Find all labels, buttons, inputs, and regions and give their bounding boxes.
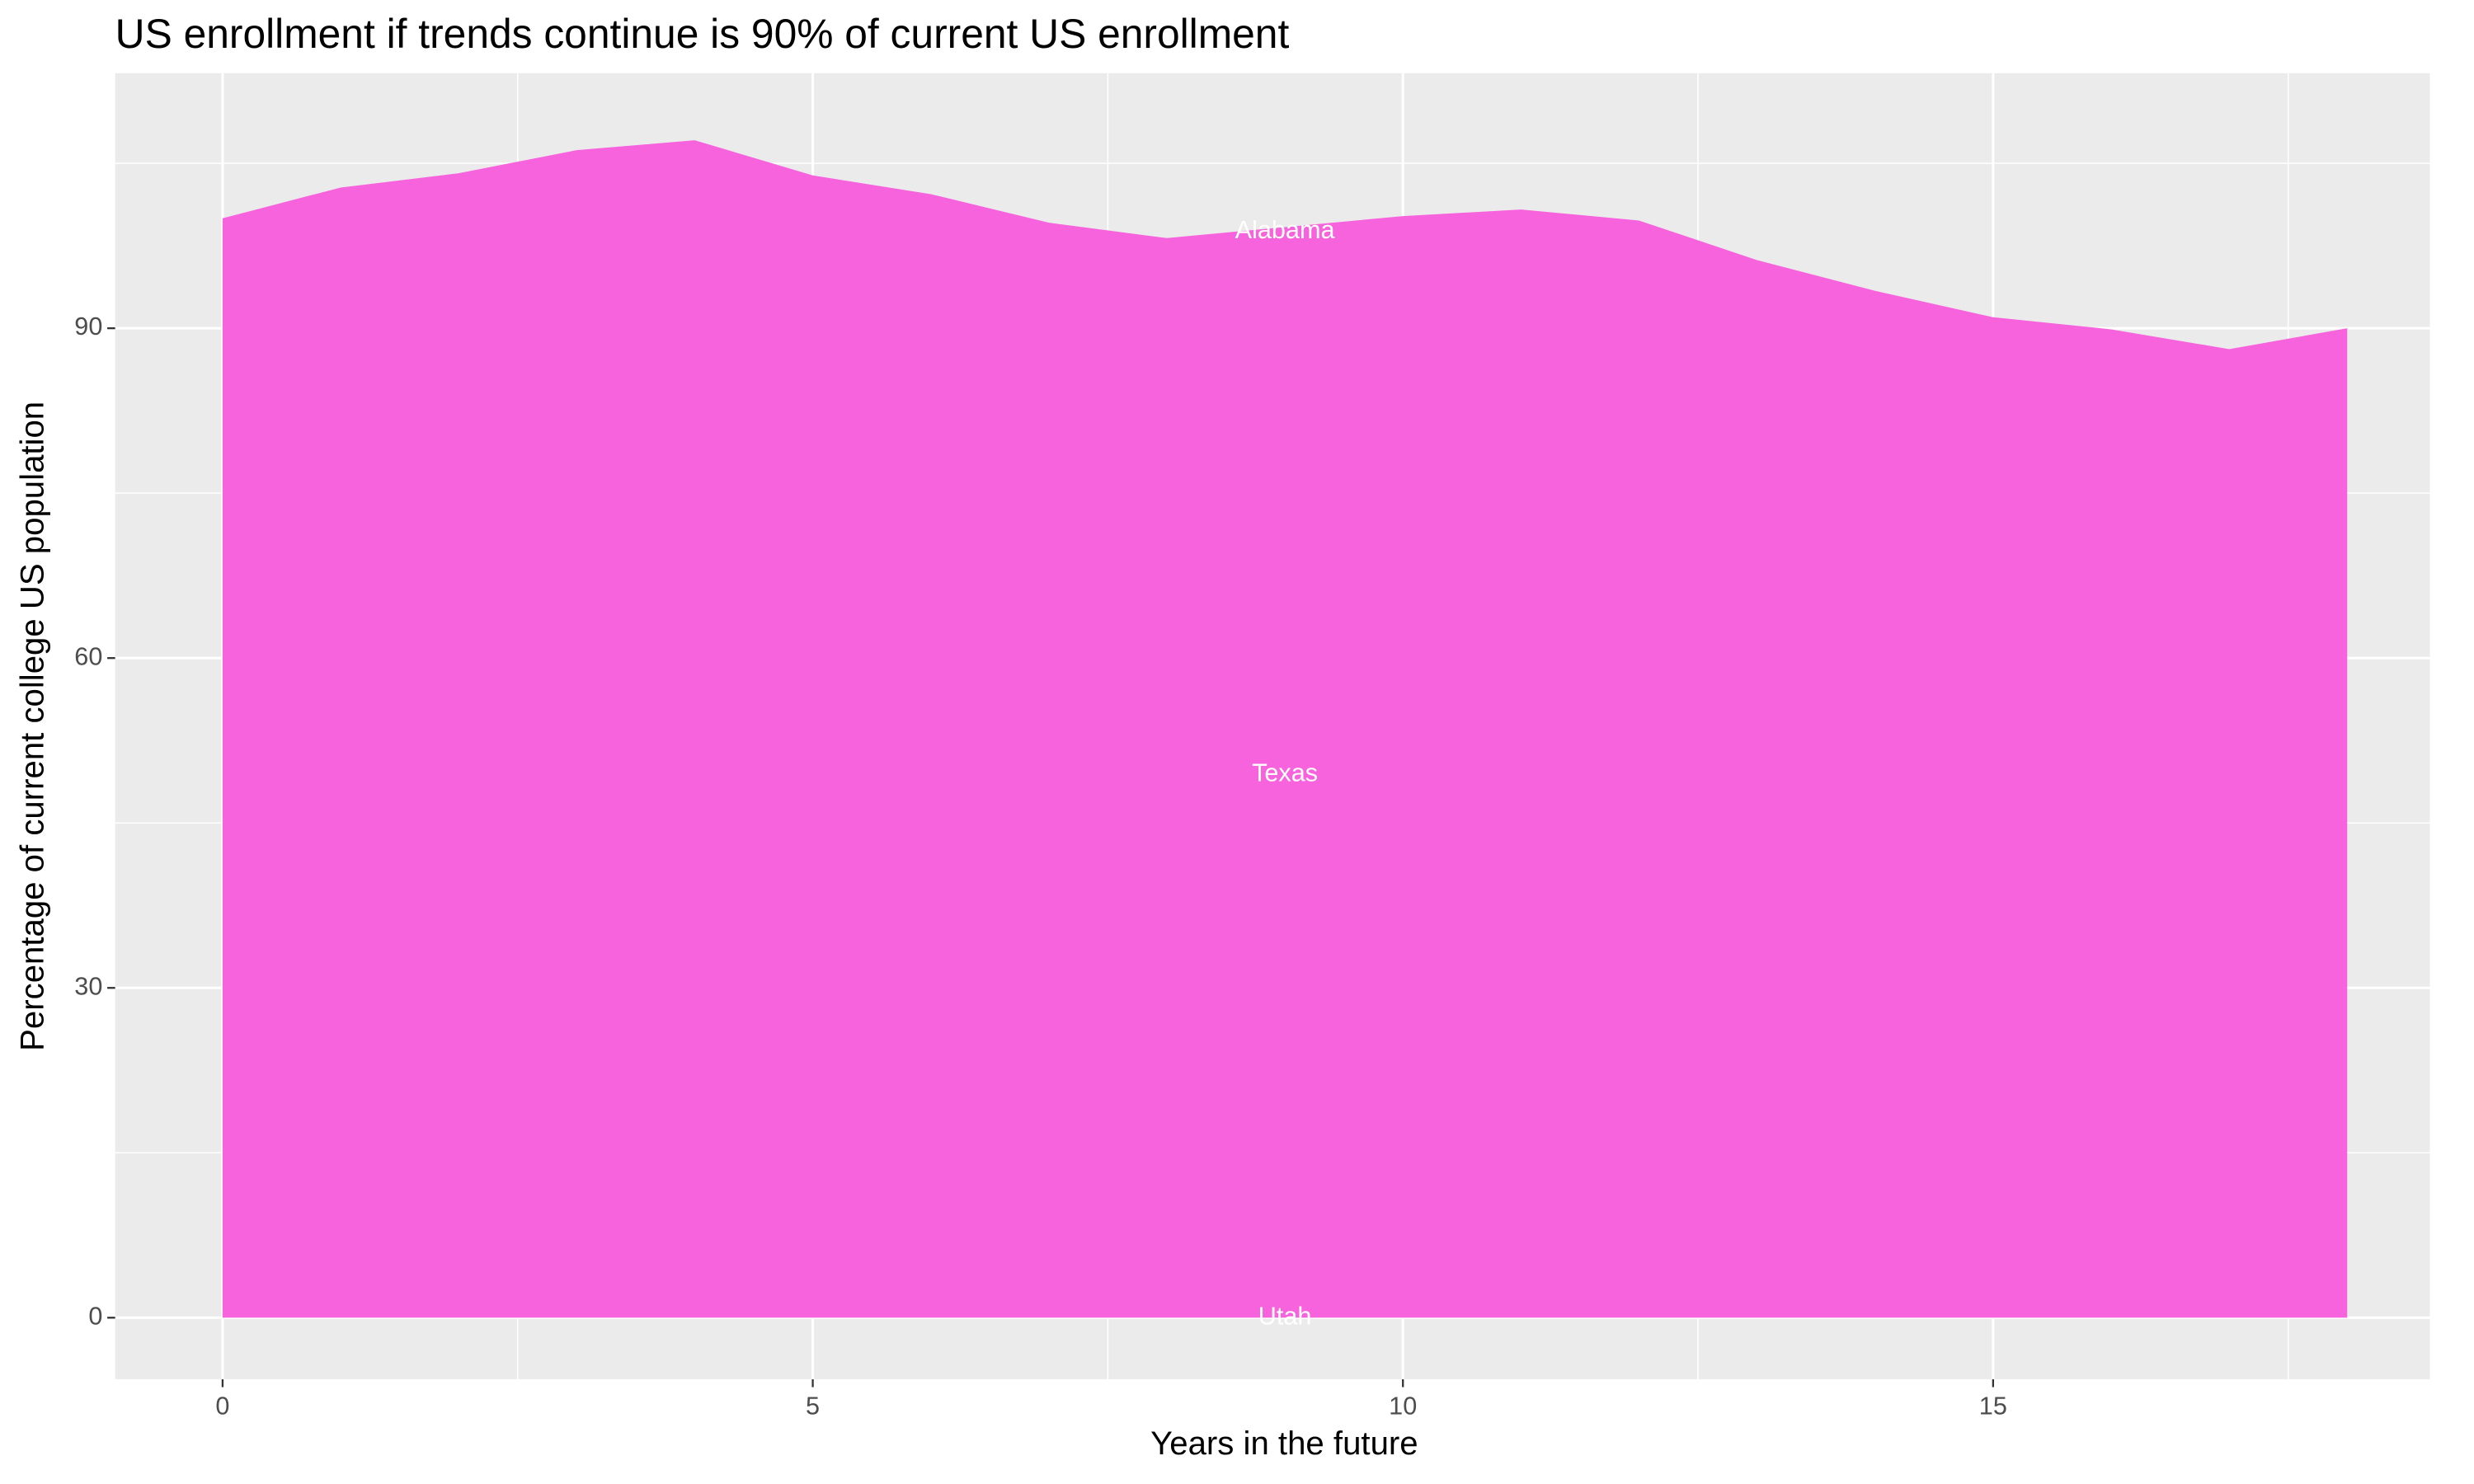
- x-tick-label: 0: [215, 1392, 229, 1420]
- x-tick-label: 10: [1389, 1392, 1417, 1420]
- y-tick-label: 30: [74, 972, 102, 1000]
- annotation: Utah: [1258, 1302, 1312, 1330]
- annotation: Texas: [1252, 759, 1318, 787]
- x-tick-label: 15: [1979, 1392, 2007, 1420]
- y-tick-label: 90: [74, 312, 102, 340]
- x-axis-title: Years in the future: [1150, 1425, 1418, 1462]
- y-tick-label: 60: [74, 642, 102, 670]
- area: [222, 140, 2348, 1318]
- y-axis-title: Percentage of current college US populat…: [14, 402, 51, 1051]
- annotation: Alabama: [1235, 216, 1336, 244]
- chart-title: US enrollment if trends continue is 90% …: [115, 11, 1290, 57]
- y-tick-label: 0: [88, 1302, 102, 1330]
- x-tick-label: 5: [806, 1392, 820, 1420]
